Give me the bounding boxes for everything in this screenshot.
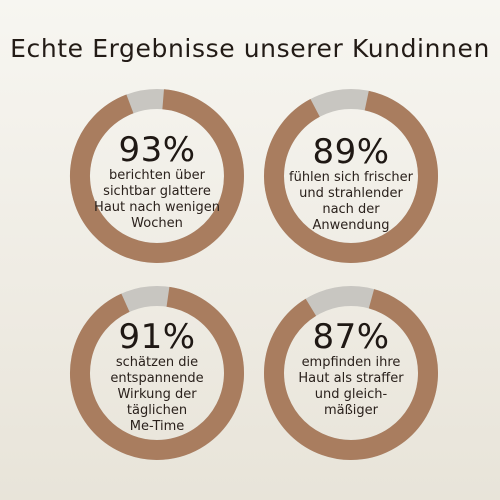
- stat-description-line: entspannende: [110, 371, 204, 386]
- stat-card-fresher-skin: 89% fühlen sich frischer und strahlender…: [263, 88, 439, 264]
- stat-description: fühlen sich frischer und strahlender nac…: [271, 170, 431, 234]
- stat-description-line: und strahlender: [299, 186, 403, 201]
- ring-progress: [70, 286, 244, 460]
- stat-percent: 89%: [312, 132, 390, 172]
- page-title: Echte Ergebnisse unserer Kundinnen: [10, 34, 490, 63]
- stat-card-relaxing-effect: 91% schätzen die entspannende Wirkung de…: [69, 285, 245, 461]
- stat-description-line: Me-Time: [129, 419, 185, 434]
- stat-description-line: mäßiger: [323, 403, 379, 418]
- stat-description-line: Anwendung: [312, 218, 390, 233]
- stat-description-line: nach der: [322, 202, 380, 217]
- stat-description: empfinden ihre Haut als straffer und gle…: [271, 355, 431, 419]
- stat-description-line: Wirkung der: [117, 387, 197, 402]
- stat-description-line: Wochen: [131, 216, 183, 231]
- stat-card-firmer-skin: 87% empfinden ihre Haut als straffer und…: [263, 285, 439, 461]
- progress-ring: [70, 286, 244, 460]
- stat-description-line: und gleich-: [314, 387, 388, 402]
- stat-description-line: sichtbar glattere: [103, 184, 211, 199]
- ring-progress: [70, 89, 244, 263]
- ring-progress: [264, 289, 438, 460]
- stat-description-line: berichten über: [109, 168, 205, 183]
- stat-description: schätzen die entspannende Wirkung der tä…: [77, 355, 237, 435]
- stat-description-line: täglichen: [126, 403, 188, 418]
- stat-percent: 93%: [118, 130, 196, 170]
- stat-description-line: Haut als straffer: [298, 371, 404, 386]
- progress-ring: [70, 89, 244, 263]
- progress-ring: [264, 286, 438, 460]
- stat-description-line: fühlen sich frischer: [289, 170, 413, 185]
- stat-description-line: schätzen die: [115, 355, 199, 370]
- stat-percent: 87%: [312, 317, 390, 357]
- progress-ring: [264, 89, 438, 263]
- stat-percent: 91%: [118, 317, 196, 357]
- stat-description: berichten über sichtbar glattere Haut na…: [77, 168, 237, 232]
- stat-description-line: Haut nach wenigen: [94, 200, 220, 215]
- stat-card-smoother-skin: 93% berichten über sichtbar glattere Hau…: [69, 88, 245, 264]
- stat-description-line: empfinden ihre: [301, 355, 401, 370]
- ring-progress: [264, 90, 438, 263]
